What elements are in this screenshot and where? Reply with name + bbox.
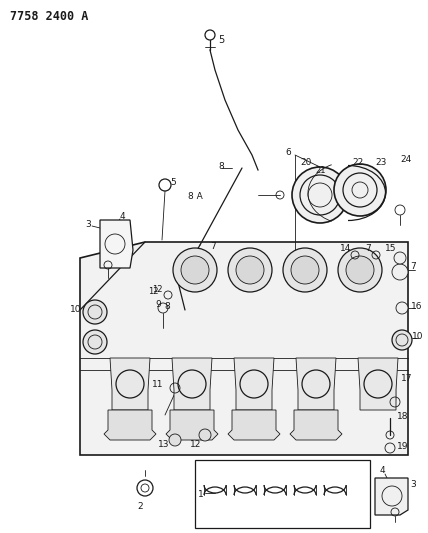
Polygon shape	[80, 242, 408, 455]
Text: 5: 5	[170, 178, 176, 187]
Text: 5: 5	[218, 35, 224, 45]
Text: 16: 16	[411, 302, 422, 311]
Text: 21: 21	[315, 166, 326, 175]
Polygon shape	[290, 410, 342, 440]
Text: 1: 1	[198, 490, 204, 499]
Circle shape	[394, 252, 406, 264]
Text: 6: 6	[285, 148, 291, 157]
Text: 2: 2	[137, 502, 143, 511]
Bar	[195, 460, 370, 528]
Text: 9: 9	[155, 300, 161, 309]
Circle shape	[292, 167, 348, 223]
Circle shape	[173, 248, 217, 292]
Text: 24: 24	[400, 155, 411, 164]
Text: 8: 8	[164, 302, 170, 311]
Circle shape	[83, 300, 107, 324]
Polygon shape	[228, 410, 280, 440]
Text: 20: 20	[300, 158, 312, 167]
Text: 13: 13	[158, 440, 169, 449]
Polygon shape	[375, 478, 408, 515]
Circle shape	[181, 256, 209, 284]
Circle shape	[291, 256, 319, 284]
Text: 7: 7	[365, 244, 371, 253]
Polygon shape	[296, 358, 336, 410]
Circle shape	[199, 429, 211, 441]
Text: 14: 14	[340, 244, 351, 253]
Text: 19: 19	[397, 442, 408, 451]
Text: 3: 3	[85, 220, 91, 229]
Text: 12: 12	[148, 287, 158, 296]
Text: 7758 2400 A: 7758 2400 A	[10, 10, 88, 23]
Text: 7: 7	[410, 262, 416, 271]
Polygon shape	[358, 358, 398, 410]
Circle shape	[236, 256, 264, 284]
Circle shape	[83, 330, 107, 354]
Polygon shape	[234, 358, 274, 410]
Polygon shape	[104, 410, 156, 440]
Polygon shape	[166, 410, 218, 440]
Text: 7: 7	[210, 242, 216, 251]
Text: 8: 8	[218, 162, 224, 171]
Circle shape	[338, 248, 382, 292]
Text: 17: 17	[401, 374, 413, 383]
Polygon shape	[100, 220, 133, 268]
Text: 10: 10	[412, 332, 423, 341]
Polygon shape	[172, 358, 212, 410]
Text: 12: 12	[152, 285, 163, 294]
Text: 4: 4	[380, 466, 386, 475]
Text: 3: 3	[410, 480, 416, 489]
Circle shape	[334, 164, 386, 216]
Text: 8 A: 8 A	[188, 192, 203, 201]
Text: 18: 18	[397, 412, 408, 421]
Polygon shape	[110, 358, 150, 410]
Text: 23: 23	[375, 158, 386, 167]
Text: 11: 11	[152, 380, 163, 389]
Text: 10: 10	[70, 305, 81, 314]
Text: 22: 22	[352, 158, 363, 167]
Circle shape	[283, 248, 327, 292]
Circle shape	[392, 264, 408, 280]
Circle shape	[396, 302, 408, 314]
Circle shape	[392, 330, 412, 350]
Circle shape	[228, 248, 272, 292]
Circle shape	[346, 256, 374, 284]
Text: 12: 12	[190, 440, 202, 449]
Text: 15: 15	[385, 244, 396, 253]
Text: 4: 4	[120, 212, 126, 221]
Circle shape	[169, 434, 181, 446]
